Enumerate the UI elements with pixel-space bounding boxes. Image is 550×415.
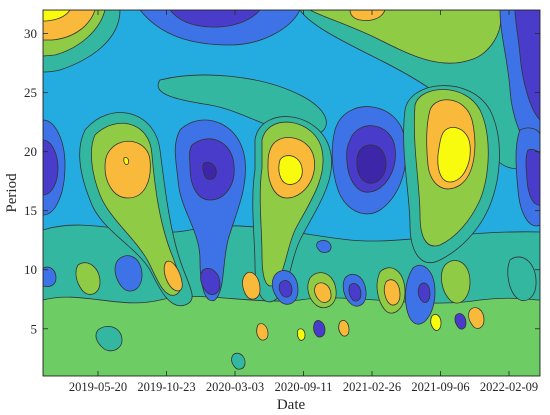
- x-tick-label: 2022-02-09: [480, 380, 538, 394]
- low-blob-4-dark: [278, 280, 293, 298]
- plot-frame: [42, 9, 541, 377]
- contour-topright-darkblue: [514, 10, 540, 121]
- x-axis: 2019-05-20 2019-10-23 2020-03-03 2020-09-11…: [69, 10, 538, 394]
- low-blob-15: [296, 328, 306, 341]
- y-tick-label: 25: [24, 85, 37, 100]
- low-blob-17: [338, 320, 350, 337]
- x-tick-label: 2019-05-20: [69, 380, 127, 394]
- y-axis: 5 10 15 20 25 30: [24, 26, 540, 336]
- peak-2-yellow: [278, 155, 303, 185]
- y-axis-label: Period: [4, 173, 20, 213]
- x-tick-label: 2021-09-06: [411, 380, 469, 394]
- low-blob-19: [316, 240, 332, 253]
- x-tick-label: 2020-03-03: [206, 380, 264, 394]
- low-blob-10: [507, 256, 537, 302]
- x-tick-label: 2021-02-26: [343, 380, 401, 394]
- y-tick-label: 15: [24, 203, 37, 218]
- low-blob-1: [114, 255, 143, 292]
- low-blob-13: [430, 314, 442, 331]
- trough-1-dark: [43, 139, 59, 196]
- contour-topright-lime: [309, 10, 502, 64]
- low-blob-7-orange: [383, 279, 401, 306]
- low-blob-8-dark: [417, 282, 431, 303]
- peak-1-orange: [104, 141, 151, 199]
- trough-2-darker: [202, 161, 217, 180]
- y-tick-label: 5: [31, 321, 38, 336]
- low-blob-2: [75, 262, 101, 295]
- peak-1-yellow: [123, 157, 130, 166]
- trough-4-dark: [525, 149, 540, 206]
- x-tick-label: 2019-10-23: [137, 380, 195, 394]
- contour-topright-orange: [349, 10, 386, 21]
- low-blob-9: [440, 260, 471, 304]
- x-tick-label: 2020-09-11: [275, 380, 333, 394]
- low-blob-11: [468, 307, 485, 329]
- low-blob-5-orange: [314, 282, 332, 303]
- low-blob-12: [454, 313, 467, 330]
- low-blob-3: [43, 266, 57, 287]
- contour-top-darkblue: [169, 10, 261, 28]
- low-blob-6-dark: [348, 283, 362, 302]
- y-tick-label: 10: [24, 262, 37, 277]
- low-blob-20: [95, 326, 123, 352]
- peak-3-yellow: [437, 127, 471, 183]
- x-axis-label: Date: [277, 397, 306, 413]
- low-blob-18: [231, 352, 246, 370]
- trough-3-darker: [356, 144, 387, 184]
- peak-1-orange-low: [163, 260, 183, 292]
- trough-2-low: [200, 268, 221, 295]
- y-tick-label: 20: [24, 144, 37, 159]
- y-tick-label: 30: [24, 26, 37, 41]
- low-blob-14: [256, 323, 269, 341]
- peak-2-orange-low: [242, 271, 261, 300]
- contour-field: [43, 10, 540, 376]
- low-blob-16: [313, 320, 326, 338]
